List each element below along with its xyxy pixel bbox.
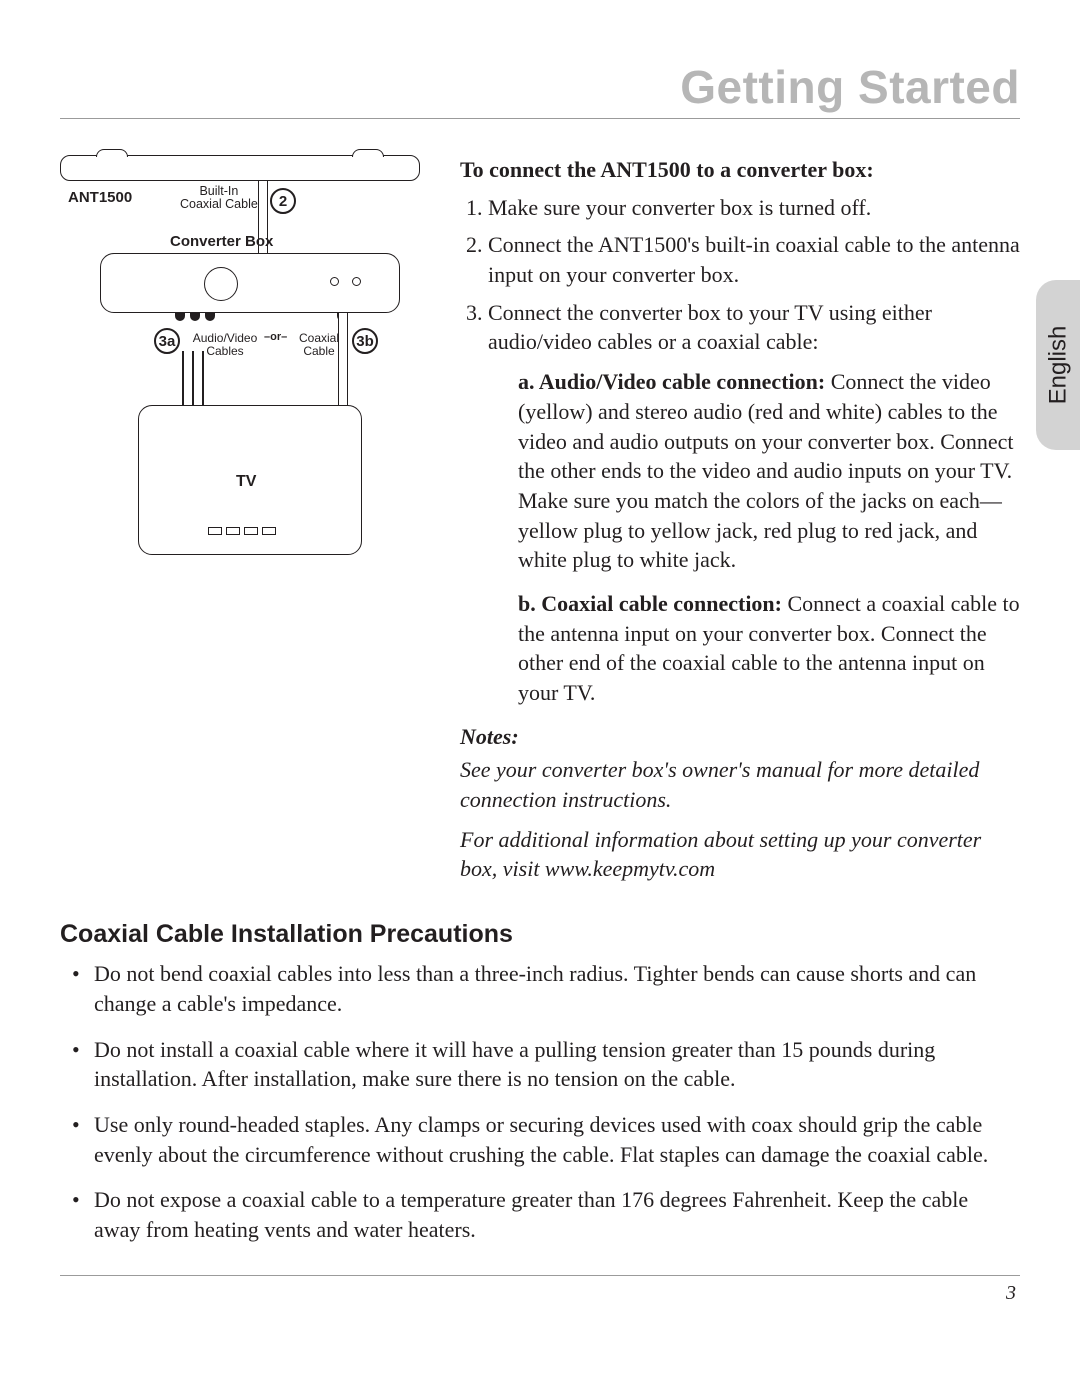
callout-3b: 3b bbox=[352, 328, 378, 354]
footer-rule bbox=[60, 1275, 1020, 1276]
callout-2: 2 bbox=[270, 188, 296, 214]
step-2: Connect the ANT1500's built-in coaxial c… bbox=[488, 230, 1020, 289]
cable-icon bbox=[338, 313, 348, 405]
language-tab: English bbox=[1036, 280, 1080, 450]
builtin-line1: Built-In bbox=[199, 184, 238, 198]
dot-icon bbox=[352, 277, 361, 286]
precaution-4: Do not expose a coaxial cable to a tempe… bbox=[60, 1185, 1020, 1244]
precaution-2: Do not install a coaxial cable where it … bbox=[60, 1035, 1020, 1094]
connection-diagram: ANT1500 Built-In Coaxial Cable 2 Convert… bbox=[60, 155, 420, 575]
builtin-cable-label: Built-In Coaxial Cable bbox=[180, 185, 258, 211]
step-3-text: Connect the converter box to your TV usi… bbox=[488, 300, 932, 355]
step-1: Make sure your converter box is turned o… bbox=[488, 193, 1020, 223]
note-1: See your converter box's owner's manual … bbox=[460, 755, 1020, 814]
connector-icon bbox=[190, 313, 200, 321]
title-rule bbox=[60, 118, 1020, 119]
instructions-list: Make sure your converter box is turned o… bbox=[460, 193, 1020, 708]
tv-ports-icon bbox=[208, 527, 276, 535]
language-tab-label: English bbox=[1044, 326, 1072, 405]
page-number: 3 bbox=[60, 1282, 1020, 1305]
substep-b: b. Coaxial cable connection: Connect a c… bbox=[518, 589, 1020, 708]
connector-icon bbox=[205, 313, 215, 321]
precaution-1: Do not bend coaxial cables into less tha… bbox=[60, 959, 1020, 1018]
dot-icon bbox=[330, 277, 339, 286]
antenna-label: ANT1500 bbox=[68, 189, 132, 206]
builtin-line2: Coaxial Cable bbox=[180, 197, 258, 211]
substep-a-bold: a. Audio/Video cable connection: bbox=[518, 369, 831, 394]
note-2: For additional information about setting… bbox=[460, 825, 1020, 884]
knob-icon bbox=[204, 267, 238, 301]
converter-label: Converter Box bbox=[170, 233, 273, 250]
callout-3a: 3a bbox=[154, 328, 180, 354]
substep-a: a. Audio/Video cable connection: Connect… bbox=[518, 367, 1020, 575]
or-label: –or– bbox=[264, 332, 287, 344]
instructions-heading: To connect the ANT1500 to a converter bo… bbox=[460, 155, 1020, 185]
precaution-3: Use only round-headed staples. Any clamp… bbox=[60, 1110, 1020, 1169]
notes-heading: Notes: bbox=[460, 722, 1020, 752]
step-3: Connect the converter box to your TV usi… bbox=[488, 298, 1020, 708]
antenna-icon bbox=[60, 155, 420, 181]
connector-icon bbox=[175, 313, 185, 321]
page-title: Getting Started bbox=[60, 60, 1020, 114]
precautions-heading: Coaxial Cable Installation Precautions bbox=[60, 920, 1020, 949]
substep-a-text: Connect the video (yellow) and stereo au… bbox=[518, 369, 1014, 572]
tv-label: TV bbox=[236, 473, 256, 491]
substep-b-bold: b. Coaxial cable connection: bbox=[518, 591, 788, 616]
precautions-list: Do not bend coaxial cables into less tha… bbox=[60, 959, 1020, 1245]
av-lines-icon bbox=[178, 351, 214, 405]
